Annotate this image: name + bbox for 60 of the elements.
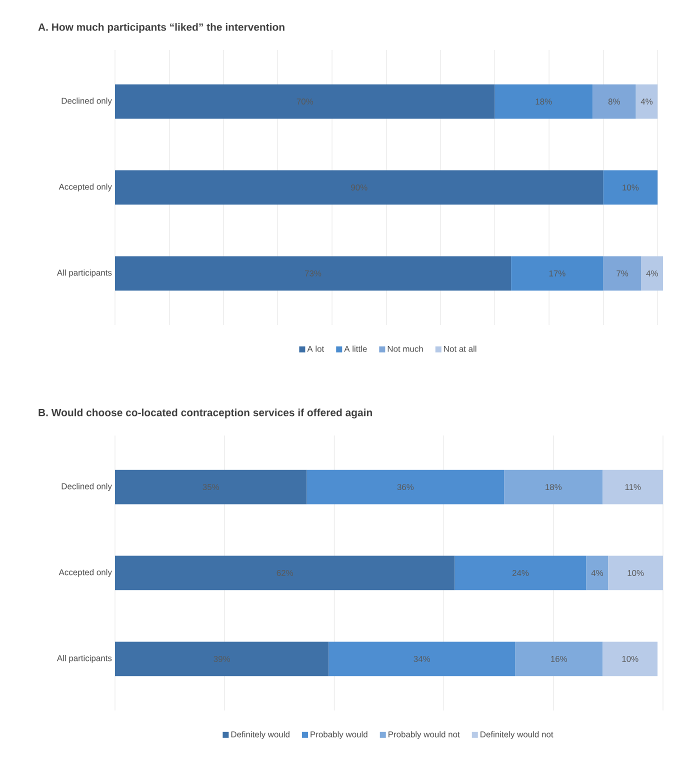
bar (494, 84, 592, 119)
data-label: 4% (646, 270, 658, 276)
bar (454, 556, 586, 590)
data-label: 4% (591, 570, 604, 576)
bar (592, 84, 636, 119)
data-label: 36% (397, 484, 414, 490)
data-label: 7% (616, 270, 628, 276)
bar (608, 556, 663, 590)
y-tick-label: Accepted only (58, 569, 112, 577)
data-label: 39% (214, 656, 230, 662)
bar (115, 642, 329, 676)
bar (115, 170, 604, 205)
chart-title: B. Would choose co-located contraception services if offered again (38, 408, 372, 418)
data-label: 10% (622, 184, 639, 190)
data-label: 10% (628, 570, 644, 576)
bar (115, 556, 455, 590)
data-label: 35% (202, 484, 220, 490)
data-label: 70% (296, 98, 314, 105)
data-label: 34% (414, 656, 430, 662)
data-label: 18% (536, 98, 552, 105)
bar (515, 642, 603, 676)
bar (603, 170, 658, 205)
legend-label: Probably would not (388, 731, 460, 740)
data-label: 17% (549, 270, 566, 276)
bar (504, 470, 603, 504)
y-tick-label: Declined only (62, 98, 112, 106)
bar (602, 470, 663, 504)
chart-title: A. How much participants “liked” the intervention (38, 23, 284, 33)
bar (641, 256, 663, 291)
legend-label: Not much (388, 346, 423, 352)
legend-label: Not at all (444, 346, 476, 352)
data-label: 10% (622, 656, 638, 662)
legend-label: Probably would (310, 731, 368, 740)
legend-label: Definitely would (231, 731, 290, 740)
data-label: 4% (640, 98, 653, 105)
legend-label: Definitely would not (480, 731, 554, 740)
legend-label: A little (344, 346, 367, 352)
data-label: 24% (512, 570, 529, 576)
data-label: 8% (608, 98, 620, 105)
bar (511, 256, 604, 291)
legend-label: A lot (307, 346, 324, 352)
data-label: 11% (625, 484, 641, 490)
data-label: 73% (305, 270, 322, 276)
bar (636, 84, 658, 119)
bar (115, 84, 495, 119)
bar (115, 256, 512, 291)
data-label: 16% (551, 656, 568, 662)
bar (603, 256, 642, 291)
y-tick-label: Accepted only (58, 184, 112, 192)
bar (328, 642, 516, 676)
bar (586, 556, 608, 590)
y-tick-label: Declined only (62, 483, 112, 491)
data-label: 18% (546, 484, 562, 490)
bar (602, 642, 658, 676)
data-label: 90% (351, 184, 368, 190)
bar (306, 470, 504, 504)
bar (115, 470, 307, 504)
data-label: 62% (276, 570, 294, 576)
y-tick-label: All participants (56, 269, 112, 278)
y-tick-label: All participants (56, 654, 112, 663)
